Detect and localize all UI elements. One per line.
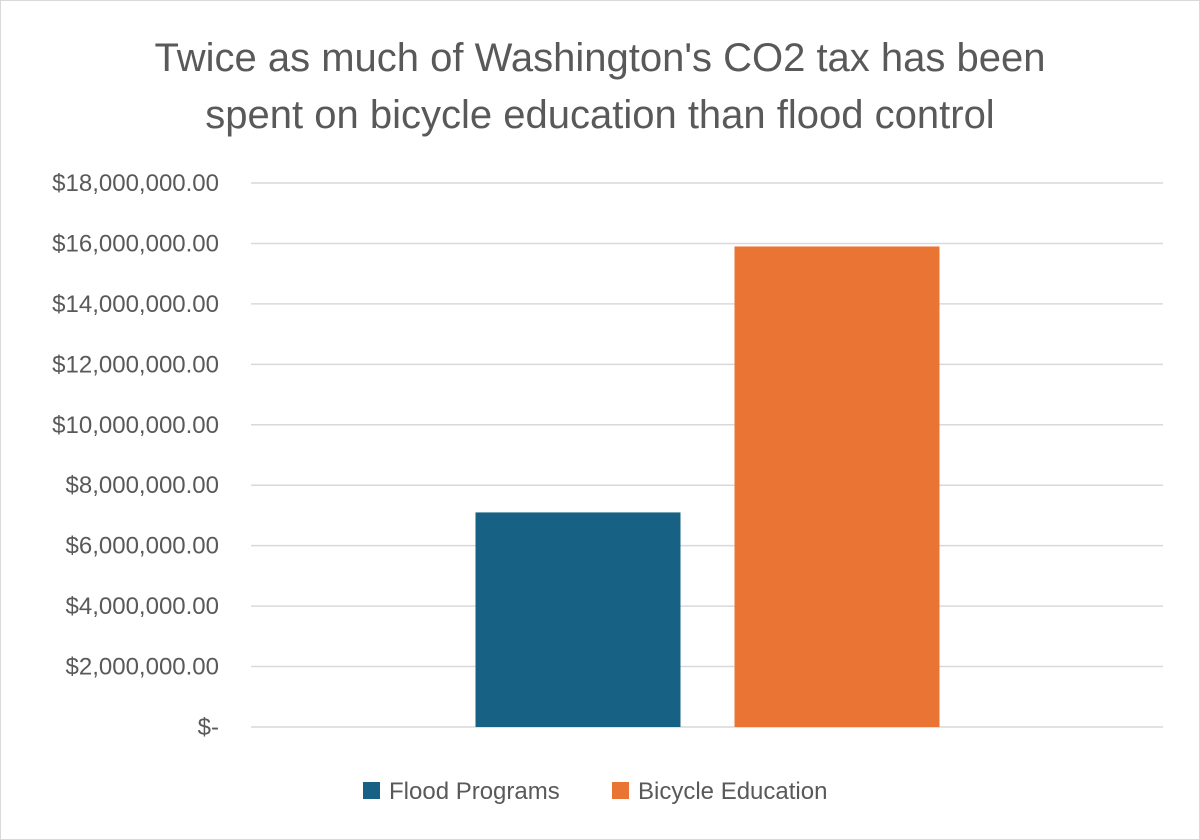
bar-bicycle-education (734, 246, 940, 727)
y-tick-label: $2,000,000.00 (66, 654, 219, 681)
y-axis-tick-labels: $- $2,000,000.00 $4,000,000.00 $6,000,000.0… (52, 170, 219, 741)
y-tick-label: $12,000,000.00 (52, 351, 219, 378)
chart-title-line-1: Twice as much of Washington's CO2 tax ha… (154, 36, 1045, 80)
y-tick-label: $4,000,000.00 (66, 593, 219, 620)
y-tick-label: $8,000,000.00 (66, 472, 219, 499)
legend-label: Flood Programs (389, 778, 560, 805)
y-tick-label: $6,000,000.00 (66, 533, 219, 560)
legend-swatch (363, 782, 380, 799)
legend: Flood Programs Bicycle Education (363, 778, 827, 805)
bars (475, 246, 940, 727)
y-tick-label: $14,000,000.00 (52, 291, 219, 318)
y-tick-label: $- (198, 714, 219, 741)
gridlines (251, 182, 1163, 728)
legend-label: Bicycle Education (638, 778, 827, 805)
y-tick-label: $10,000,000.00 (52, 412, 219, 439)
legend-swatch (612, 782, 629, 799)
chart-title-line-2: spent on bicycle education than flood co… (205, 93, 994, 137)
y-tick-label: $18,000,000.00 (52, 170, 219, 197)
y-tick-label: $16,000,000.00 (52, 230, 219, 257)
bar-flood-programs (475, 512, 681, 727)
